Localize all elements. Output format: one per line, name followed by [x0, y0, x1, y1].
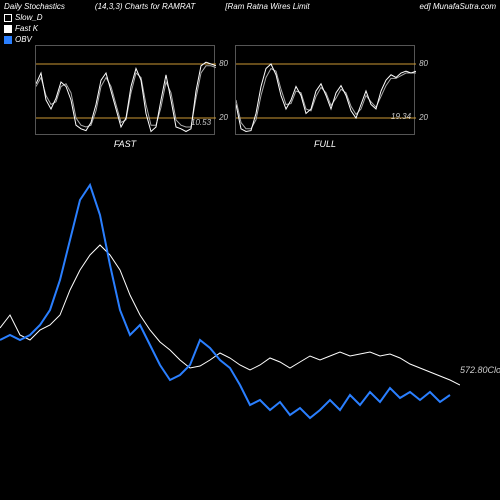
close-label: 572.80Close [460, 365, 500, 375]
legend-obv: OBV [4, 34, 43, 45]
legend: Slow_D Fast K OBV [4, 12, 43, 45]
main-chart: 572.80Close [0, 170, 460, 500]
mini-chart-fast: 802010.53 FAST [35, 45, 215, 149]
header-row: Daily Stochastics (14,3,3) Charts for RA… [0, 0, 500, 13]
params: (14,3,3) Charts for RAMRAT [95, 2, 195, 11]
mini-charts: 802010.53 FAST 802019.34 FULL [35, 45, 415, 149]
title: Daily Stochastics [4, 2, 65, 11]
swatch-fast-k [4, 25, 12, 33]
subtitle: [Ram Ratna Wires Limit [225, 2, 309, 11]
legend-label-fast-k: Fast K [15, 23, 38, 34]
swatch-obv [4, 36, 12, 44]
mini-fast-box: 802010.53 [35, 45, 215, 135]
legend-label-obv: OBV [15, 34, 32, 45]
mini-full-box: 802019.34 [235, 45, 415, 135]
swatch-slow-d [4, 14, 12, 22]
mini-chart-full: 802019.34 FULL [235, 45, 415, 149]
mini-fast-label: FAST [35, 139, 215, 149]
mini-full-label: FULL [235, 139, 415, 149]
source: ed] MunafaSutra.com [420, 2, 496, 11]
legend-fast-k: Fast K [4, 23, 43, 34]
legend-slow-d: Slow_D [4, 12, 43, 23]
legend-label-slow-d: Slow_D [15, 12, 43, 23]
